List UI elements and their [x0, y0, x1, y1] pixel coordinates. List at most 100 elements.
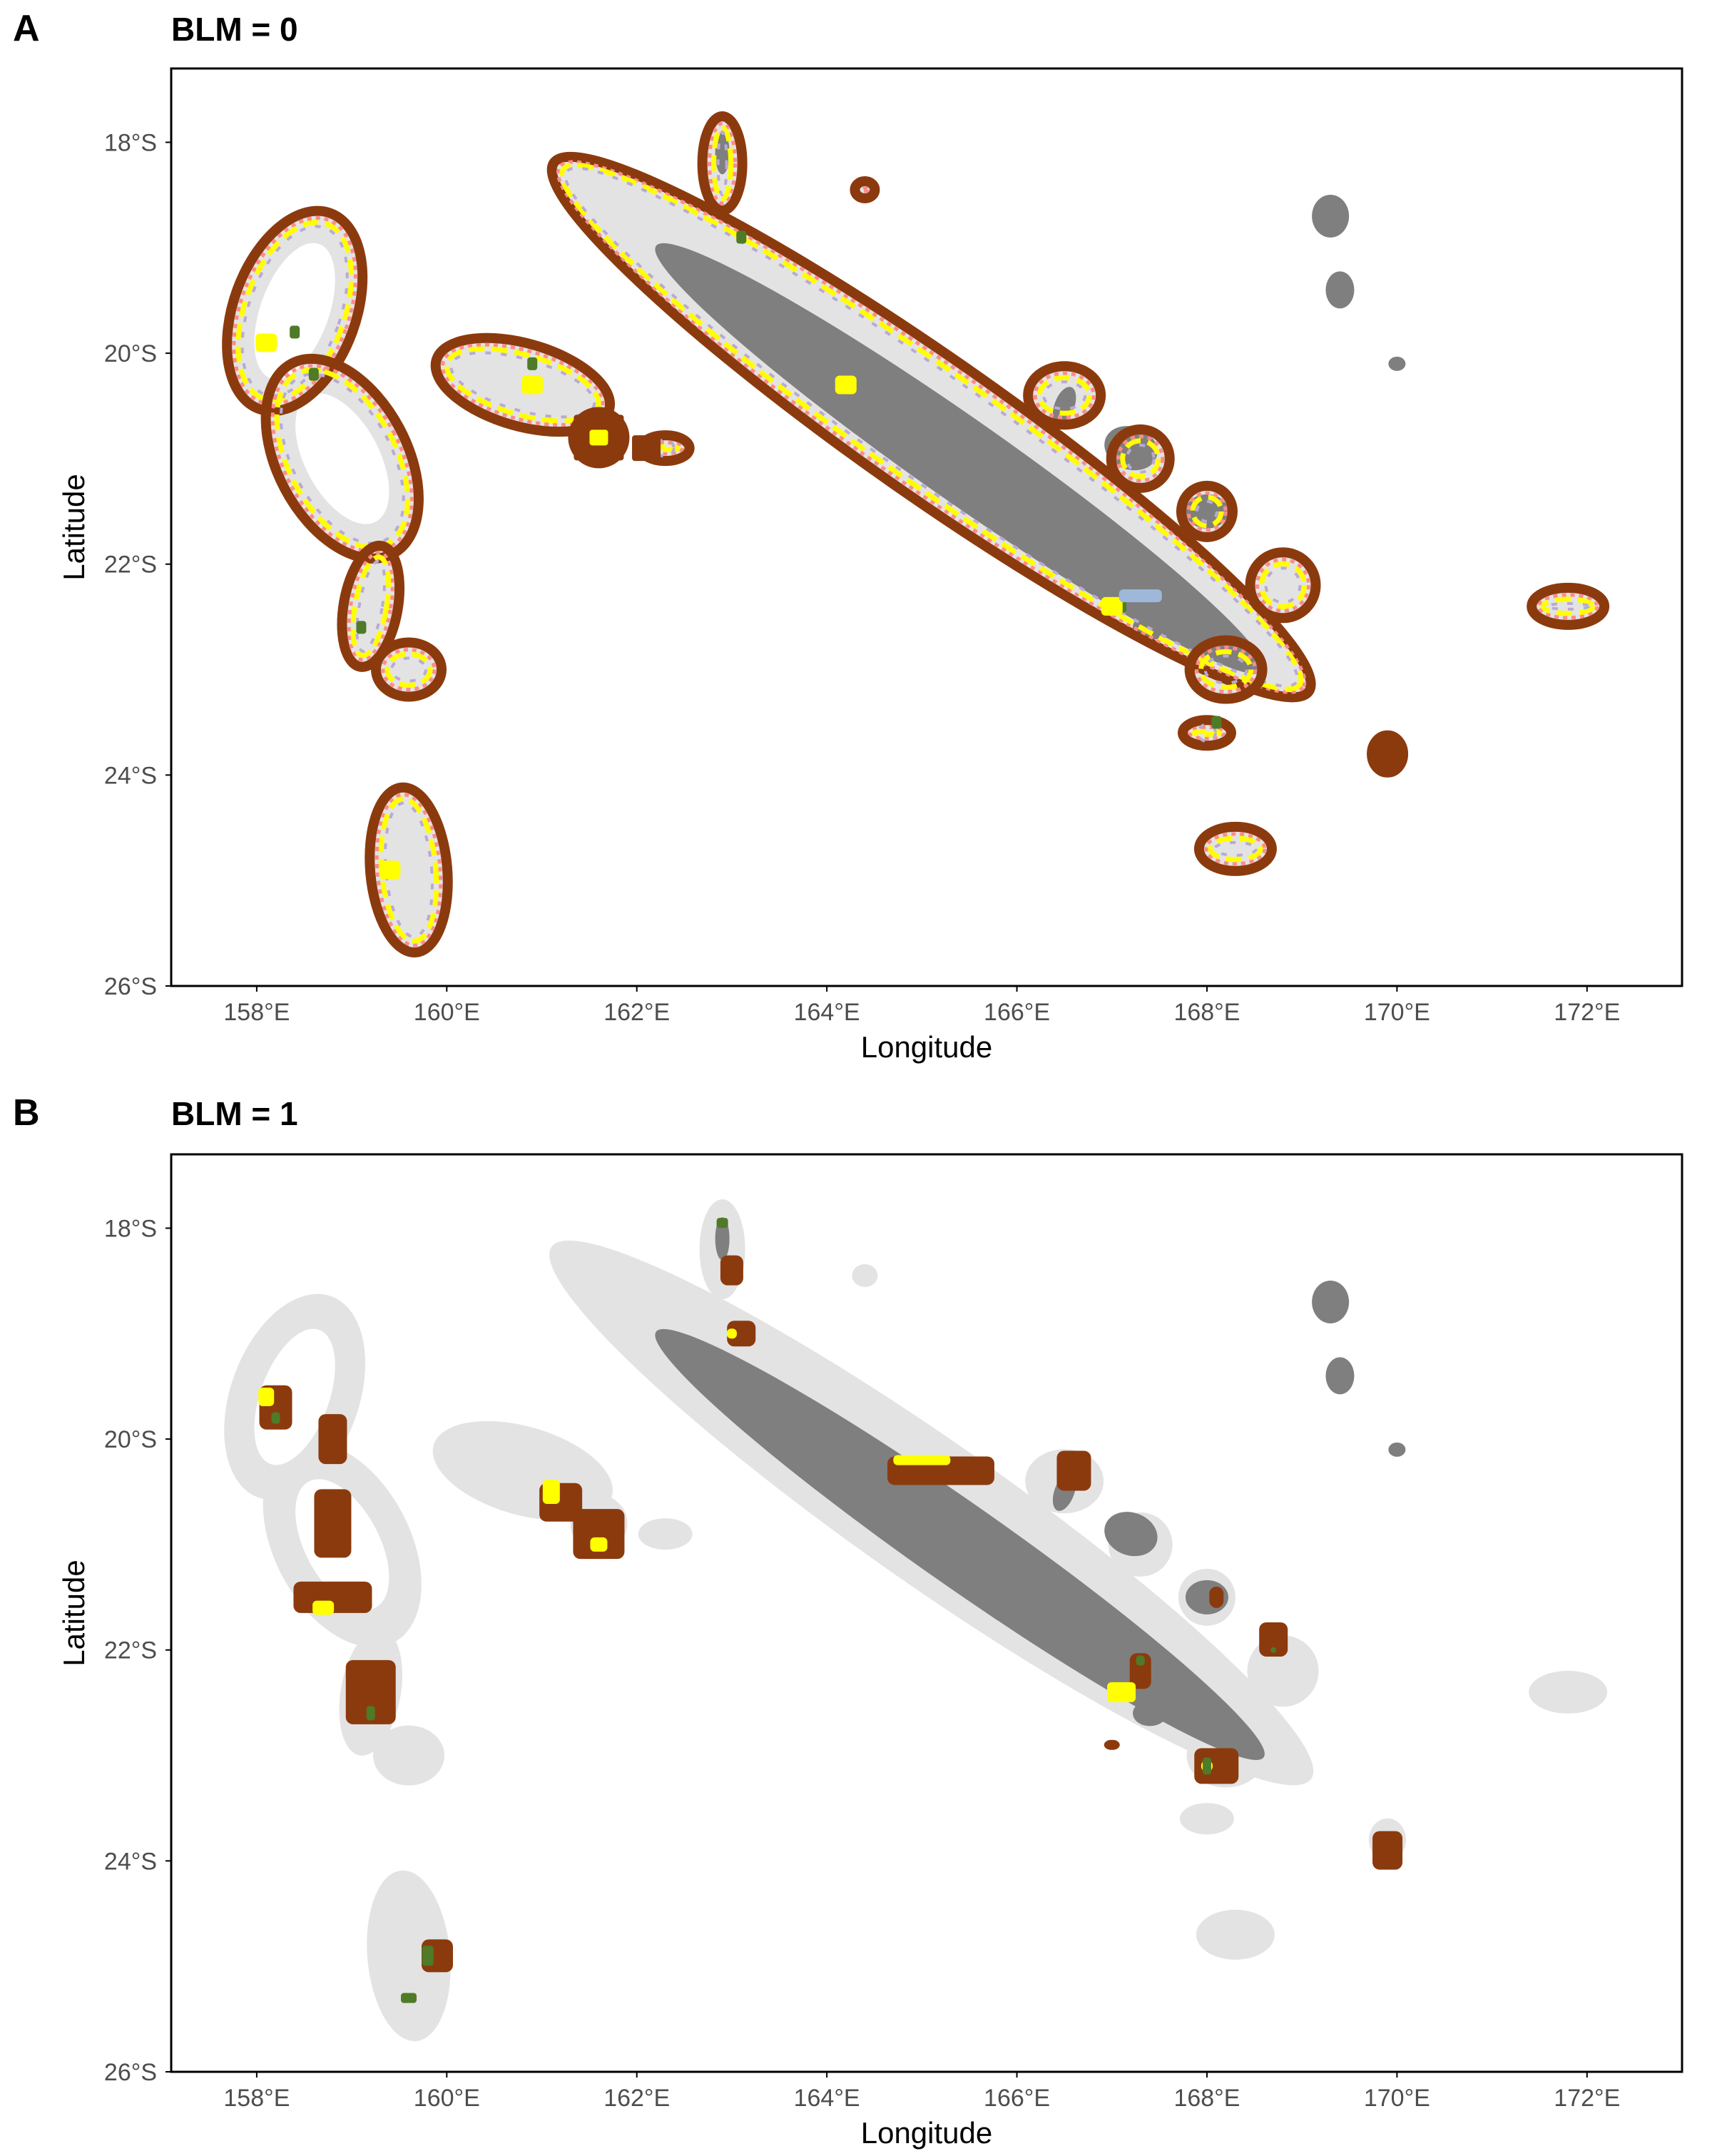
selected-clump-yellow — [312, 1600, 335, 1615]
matthew-reef-selection-pink — [1204, 832, 1267, 866]
selected-clump-yellow — [726, 1328, 737, 1339]
nova-bank-selection-lilac — [1196, 723, 1217, 743]
bellona-reefs-south-planning-area — [373, 1725, 445, 1786]
nova-bank-selection-yellow — [1191, 728, 1223, 737]
x-axis-title: Longitude — [861, 1030, 993, 1064]
bellona-reefs-south-selection-pink — [381, 648, 437, 692]
x-tick-label: 162°E — [603, 2085, 670, 2112]
walpole-reefs-selection-yellow — [1259, 561, 1308, 609]
selected-unit-green — [356, 621, 367, 634]
selected-clump-green — [1202, 1757, 1211, 1775]
selected-unit-green — [1211, 716, 1222, 729]
selected-clump-brown — [1209, 1586, 1224, 1608]
lifou-reef-selection-brown — [1106, 424, 1175, 493]
y-tick-label: 24°S — [104, 1848, 157, 1875]
loyalty-ridge-reef-selection-yellow — [1540, 596, 1596, 616]
bampton-reefs-selection-yellow — [444, 346, 601, 424]
y-tick-label: 26°S — [104, 973, 157, 1000]
selected-clump-green — [1270, 1647, 1277, 1653]
kenn-reef-selection-lilac — [384, 801, 434, 939]
mare-reef-selection-yellow — [1190, 494, 1224, 529]
ouvea-lagoon-selection-yellow — [1036, 375, 1092, 416]
kenn-reef-selection-brown — [365, 782, 453, 958]
selected-clump-brown — [573, 1509, 625, 1560]
mare-reef-selection-brown — [1176, 480, 1238, 542]
selected-unit-blue — [1119, 589, 1162, 603]
x-tick-label: 166°E — [984, 2085, 1050, 2112]
entrecasteaux-reefs-selection-pink — [708, 121, 738, 205]
selected-unit-yellow — [379, 860, 401, 880]
bellona-reefs-north-selection-yellow — [350, 554, 392, 659]
x-tick-label: 162°E — [603, 999, 670, 1026]
selected-clump-yellow — [542, 1480, 560, 1505]
petrie-reef-selection-brown — [850, 176, 880, 203]
x-axis-title: Longitude — [861, 2116, 993, 2150]
panel-title-b: BLM = 1 — [171, 1095, 298, 1132]
east-island-3 — [1388, 356, 1406, 371]
selected-clump-brown — [1129, 1653, 1151, 1689]
east-island-2 — [1325, 271, 1355, 309]
mare-reef-selection-pink — [1186, 491, 1228, 532]
x-tick-label: 158°E — [223, 2085, 290, 2112]
ellet-reef-selection-lilac — [655, 438, 676, 459]
ellet-reef-planning-area — [638, 1518, 693, 1550]
x-tick-label: 168°E — [1173, 2085, 1240, 2112]
selected-unit-yellow — [835, 375, 857, 395]
selected-clump-brown — [1259, 1622, 1288, 1657]
panel-title-a: BLM = 0 — [171, 11, 298, 48]
x-tick-label: 164°E — [794, 2085, 860, 2112]
selected-unit-green — [736, 230, 747, 244]
panel-border — [170, 67, 1683, 987]
selected-clump-brown — [318, 1414, 347, 1465]
selected-clump-green — [271, 1412, 280, 1424]
entrecasteaux-reefs-selection-lilac — [716, 131, 728, 197]
panel-border — [170, 1153, 1683, 2073]
selected-unit-yellow — [1101, 596, 1123, 616]
matthew-reef-selection-lilac — [1213, 840, 1258, 857]
lifou-land — [1104, 1512, 1158, 1557]
petrie-reef-selection-pink — [860, 186, 870, 193]
selected-unit-brown — [1373, 736, 1402, 772]
loyalty-ridge-reef-planning-area — [1529, 1670, 1608, 1714]
bellona-reefs-north-selection-brown — [337, 540, 405, 672]
east-island-1 — [1312, 194, 1350, 238]
selected-unit-yellow — [521, 375, 544, 395]
y-tick-label: 22°S — [104, 551, 157, 579]
fairway-reef-selection-brown — [568, 407, 630, 469]
map-panel-b: 158°E 160°E 162°E 164°E 166°E 168°E 170°E 172°E… — [57, 1153, 1683, 2150]
selected-clump-green — [422, 1946, 434, 1966]
matthew-reef-planning-area — [1196, 1909, 1275, 1960]
selected-clump-brown — [314, 1489, 352, 1558]
y-tick-label: 18°S — [104, 1215, 157, 1242]
y-axis-title: Latitude — [57, 1560, 91, 1666]
walpole-reefs-selection-brown — [1245, 547, 1321, 624]
x-tick-label: 164°E — [794, 999, 860, 1026]
chesterfield-south-selection-pink — [270, 364, 414, 554]
bellona-reefs-south-selection-brown — [371, 637, 447, 702]
hunter-reef-selection-brown — [1367, 730, 1409, 778]
loyalty-ridge-reef-selection-pink — [1537, 593, 1599, 620]
x-tick-label: 170°E — [1364, 999, 1430, 1026]
astrolabe-reefs-selection-brown — [1184, 635, 1268, 704]
selected-clump-yellow — [590, 1537, 608, 1552]
ouvea-lagoon-selection-brown — [1023, 361, 1106, 430]
grande-terre-lagoon-selection-lilac — [564, 166, 1299, 688]
x-tick-label: 172°E — [1554, 2085, 1620, 2112]
y-tick-label: 20°S — [104, 340, 157, 367]
y-tick-label: 20°S — [104, 1426, 157, 1453]
kenn-reef-planning-area — [367, 1870, 451, 2042]
lifou-reef-selection-pink — [1116, 434, 1165, 483]
selected-clump-yellow — [1107, 1682, 1136, 1702]
nova-bank-planning-area — [1179, 1803, 1234, 1835]
selected-unit-green — [290, 325, 300, 339]
y-tick-label: 24°S — [104, 762, 157, 789]
grande-terre-lagoon-selection-yellow — [559, 162, 1304, 692]
matthew-reef-selection-brown — [1193, 821, 1277, 876]
entrecasteaux-reefs-selection-yellow — [711, 125, 734, 202]
selected-unit-brown — [632, 435, 661, 462]
selected-unit-green — [527, 357, 538, 370]
y-tick-label: 22°S — [104, 1637, 157, 1664]
selected-clump-green — [716, 1218, 728, 1229]
astrolabe-reefs-selection-pink — [1195, 646, 1258, 694]
selected-clump-yellow — [893, 1455, 951, 1465]
